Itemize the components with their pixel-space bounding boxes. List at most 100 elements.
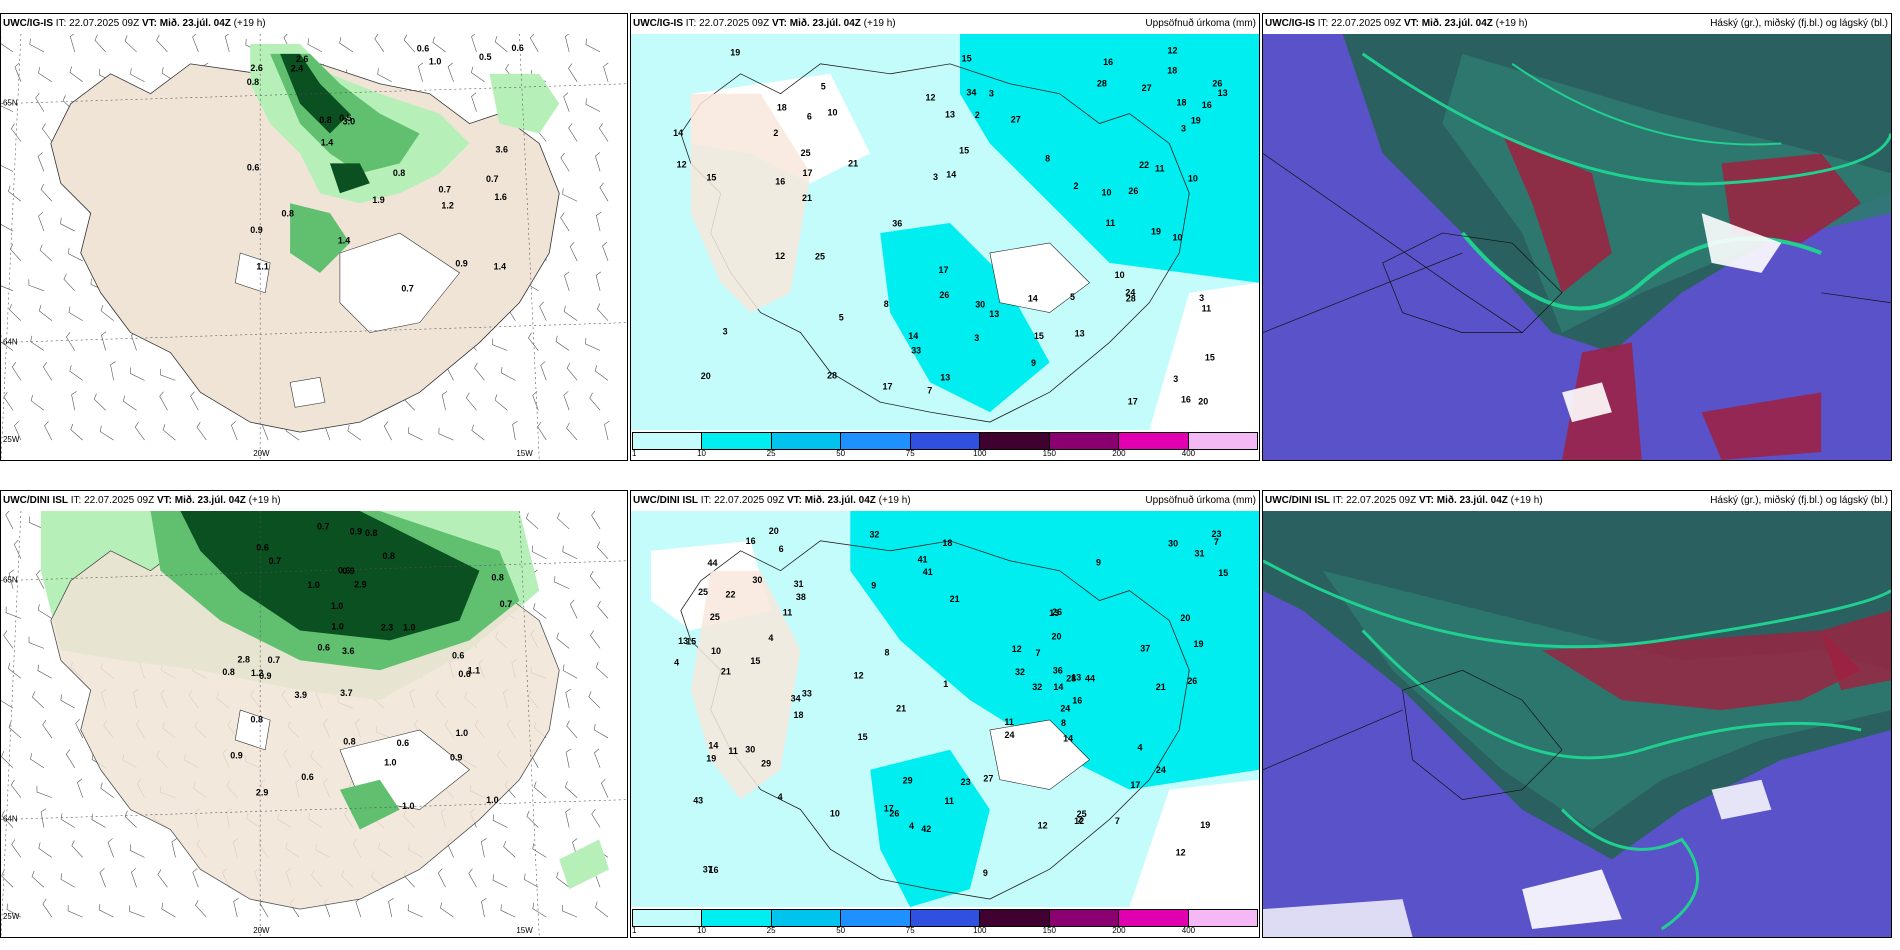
precip-value-label: 0.6 <box>338 565 350 575</box>
precip-value-label: 18 <box>1167 66 1177 76</box>
precip-value-label: 0.5 <box>479 52 491 62</box>
precip-value-label: 21 <box>848 159 858 169</box>
wind-barb <box>38 211 45 232</box>
model-name: UWC/DINI ISL <box>1265 495 1330 506</box>
precip-value-label: 3 <box>974 333 979 343</box>
precip-wind-map: 65N 64N 25W 20W 15W 0.70.71.12.63.00.90.… <box>1 34 627 460</box>
precip-value-label: 36 <box>892 218 902 228</box>
wind-barb <box>36 786 52 798</box>
precip-value-label: 1.0 <box>403 622 415 632</box>
vt-value: Mið. 23.júl. 04Z <box>159 18 231 29</box>
precip-value-label: 3 <box>989 89 994 99</box>
precip-value-label: 5 <box>1070 292 1075 302</box>
precip-value-label: 13 <box>1049 608 1059 618</box>
precip-value-label: 0.6 <box>397 738 409 748</box>
precip-value-label: 9 <box>1096 558 1101 568</box>
precip-value-label: 14 <box>1028 294 1038 304</box>
it-label: IT: <box>1332 495 1344 506</box>
wind-barb <box>603 62 609 82</box>
precip-value-label: 25 <box>815 252 825 262</box>
wind-barb <box>29 516 44 530</box>
colorbar-label: 200 <box>1112 926 1126 935</box>
precip-value-label: 15 <box>750 656 760 666</box>
lon-label-mid: 20W <box>253 926 270 935</box>
precip-value-label: 11 <box>728 746 737 756</box>
precip-value-label: 0.8 <box>251 715 263 725</box>
wind-barb <box>512 421 518 441</box>
precip-value-label: 10 <box>1102 188 1112 198</box>
wind-barb <box>9 243 22 262</box>
wind-barb <box>465 392 477 411</box>
precip-value-label: 23 <box>1212 529 1222 539</box>
value-labels: 0.7 0.7 1.1 2.6 3.0 0.9 0.9 1.0 0.8 0.7 0.8 0.6 2.6 1… <box>247 43 524 294</box>
wind-barb <box>231 420 238 441</box>
colorbar-label: 75 <box>905 449 915 458</box>
wind-barb <box>30 753 45 769</box>
precip-value-label: 25 <box>710 612 720 622</box>
wind-barb <box>569 599 578 619</box>
wind-barb <box>6 903 22 918</box>
it-label: IT: <box>55 18 67 29</box>
precip-value-label: 37 <box>703 864 713 874</box>
wind-barb <box>526 810 539 828</box>
colorbar-label: 100 <box>973 926 987 935</box>
precip-value-label: 33 <box>802 689 812 699</box>
colorbar-swatch <box>910 910 981 926</box>
precip-value-label: 25 <box>698 587 708 597</box>
precip-value-label: 32 <box>1032 682 1042 692</box>
precip-value-label: 1.0 <box>456 728 468 738</box>
precip-value-label: 2.6 <box>296 54 308 64</box>
wind-barb <box>37 152 45 172</box>
colorbar-swatch <box>841 910 911 926</box>
it-label: IT: <box>700 495 712 506</box>
it-value: 22.07.2025 09Z <box>84 495 155 506</box>
precip-value-label: 15 <box>1205 353 1215 363</box>
colorbar-label: 10 <box>697 926 706 935</box>
wind-barb <box>35 93 45 112</box>
precip-value-label: 20 <box>1198 397 1208 407</box>
precip-value-label: 10 <box>827 108 837 118</box>
panel-header: UWC/IG-IS IT: 22.07.2025 09Z VT: Mið. 23… <box>1 14 627 34</box>
vt-value: Mið. 23.júl. 04Z <box>804 495 876 506</box>
wind-barb <box>468 868 477 888</box>
precip-value-label: 11 <box>783 608 792 618</box>
precip-value-label: 0.8 <box>491 573 503 583</box>
wind-barb <box>60 694 75 709</box>
panel-dini-accum-precip: UWC/DINI ISL IT: 22.07.2025 09Z VT: Mið.… <box>630 490 1260 938</box>
vt-label: VT: <box>141 18 157 29</box>
wind-barb <box>562 664 578 679</box>
precip-value-label: 12 <box>926 92 936 102</box>
precip-value-label: 29 <box>761 759 771 769</box>
wind-barb <box>99 425 114 441</box>
precip-value-label: 1.0 <box>384 757 396 767</box>
wind-barb <box>588 691 601 709</box>
wind-barb <box>37 604 52 619</box>
wind-barb <box>38 305 53 321</box>
map-area <box>1263 511 1891 937</box>
panel-header: UWC/DINI ISL IT: 22.07.2025 09Z VT: Mið.… <box>1263 491 1891 511</box>
wind-barb <box>65 749 76 768</box>
precip-value-label: 0.7 <box>439 184 451 194</box>
precip-value-label: 2.4 <box>291 64 303 74</box>
wind-barb <box>100 305 114 321</box>
precip-value-label: 18 <box>942 538 952 548</box>
precip-value-label: 1.0 <box>402 801 414 811</box>
precip-value-label: 17 <box>882 381 892 391</box>
wind-barb <box>1 37 14 53</box>
wind-barb <box>161 902 176 918</box>
colorbar-swatch <box>702 433 772 449</box>
wind-barb <box>68 306 83 321</box>
wind-barb <box>71 391 77 411</box>
wind-barb <box>471 92 477 112</box>
wind-barb <box>1 700 14 709</box>
wind-barb <box>525 512 539 530</box>
precip-value-label: 18 <box>777 103 787 113</box>
precip-value-label: 18 <box>793 710 803 720</box>
precip-value-label: 3.9 <box>295 690 307 700</box>
wind-barb <box>159 391 168 411</box>
precip-value-label: 28 <box>1097 79 1107 89</box>
model-name: UWC/DINI ISL <box>3 495 68 506</box>
precip-value-label: 1.0 <box>331 601 343 611</box>
precip-value-label: 12 <box>1167 46 1177 56</box>
